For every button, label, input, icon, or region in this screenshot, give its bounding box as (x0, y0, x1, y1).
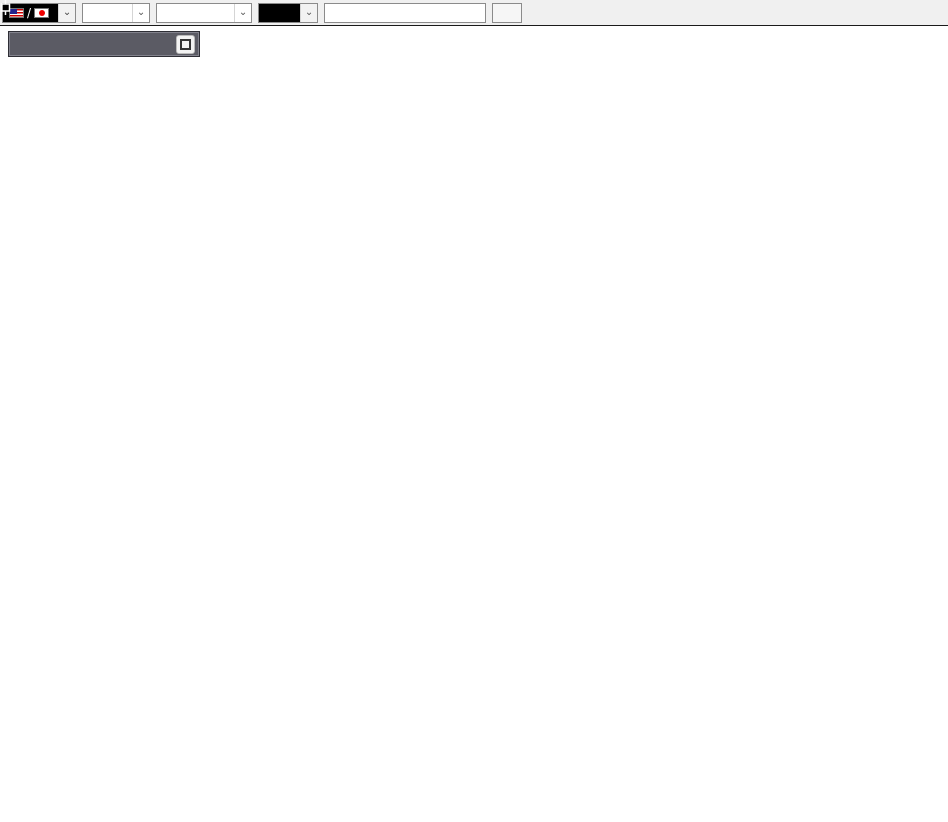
toolbar: / ⌄ ⌄ ⌄ ⌄ (0, 0, 948, 26)
settings-button[interactable] (492, 2, 523, 23)
chart-type-select[interactable]: ⌄ (156, 2, 253, 23)
timeframe-select[interactable]: ⌄ (82, 2, 151, 23)
currency-pair-select[interactable]: / ⌄ (2, 2, 77, 23)
technical-indicator-list-panel[interactable] (8, 31, 200, 57)
draw-tool-input[interactable] (324, 2, 487, 23)
flag-separator: / (27, 5, 32, 20)
chevron-down-icon: ⌄ (132, 3, 149, 22)
chevron-down-icon: ⌄ (300, 3, 318, 22)
restore-window-icon[interactable] (176, 34, 195, 54)
chevron-down-icon: ⌄ (234, 3, 251, 22)
candle-color-select[interactable]: ⌄ (0, 0, 319, 23)
jp-flag-icon (34, 7, 50, 18)
us-flag-icon (9, 7, 24, 18)
chevron-down-icon: ⌄ (58, 3, 76, 22)
